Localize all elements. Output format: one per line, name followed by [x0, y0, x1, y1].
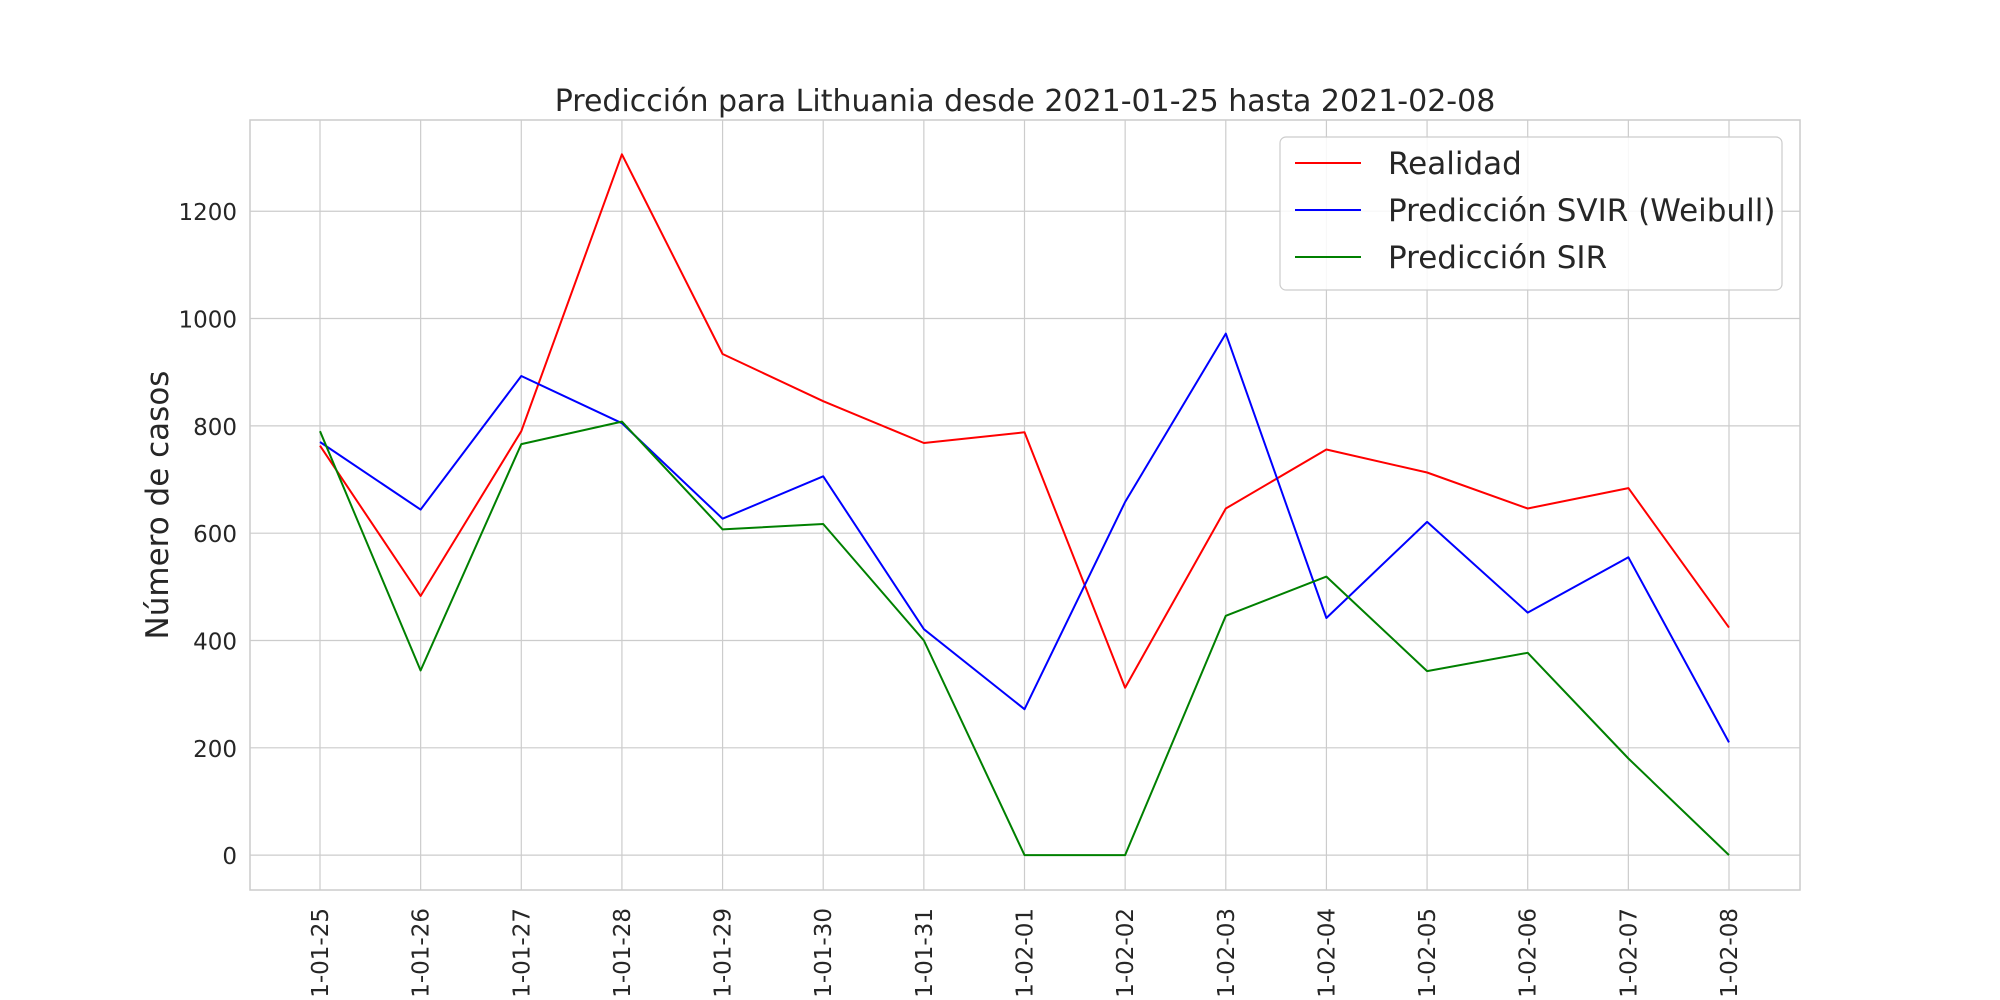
- x-tick-label: 2021-01-25: [308, 908, 334, 1000]
- chart-title: Predicción para Lithuania desde 2021-01-…: [555, 84, 1496, 119]
- x-tick-label: 2021-02-07: [1616, 908, 1642, 1000]
- y-tick-label: 800: [193, 415, 237, 441]
- y-tick-labels: 0 200 400 600 800 1000 1200: [178, 200, 237, 870]
- x-tick-label: 2021-02-08: [1717, 908, 1743, 1000]
- legend-label-1: Predicción SVIR (Weibull): [1388, 193, 1775, 229]
- series-group: [319, 153, 1730, 857]
- y-axis-label: Número de casos: [140, 371, 176, 640]
- series-line-1: [319, 332, 1730, 743]
- legend-label-2: Predicción SIR: [1388, 240, 1607, 276]
- x-tick-label: 2021-01-26: [409, 908, 435, 1000]
- y-tick-label: 200: [193, 737, 237, 763]
- x-tick-label: 2021-01-30: [811, 908, 837, 1000]
- y-tick-label: 400: [193, 629, 237, 655]
- x-tick-labels: 2021-01-25 2021-01-26 2021-01-27 2021-01-28…: [308, 908, 1743, 1000]
- x-tick-label: 2021-01-29: [711, 908, 737, 1000]
- x-tick-label: 2021-02-03: [1214, 908, 1240, 1000]
- x-tick-label: 2021-02-01: [1013, 908, 1039, 1000]
- legend-box: [1279, 136, 1783, 291]
- legend: Realidad Predicción SVIR (Weibull) Predicc…: [1279, 136, 1783, 291]
- x-tick-label: 2021-02-05: [1415, 908, 1441, 1000]
- series-line-2: [319, 420, 1730, 857]
- x-tick-label: 2021-02-04: [1314, 908, 1340, 1000]
- x-tick-label: 2021-02-06: [1516, 908, 1542, 1000]
- grid: [250, 120, 1800, 890]
- y-tick-label: 1200: [178, 200, 237, 226]
- legend-label-0: Realidad: [1388, 146, 1522, 182]
- x-tick-label: 2021-01-28: [610, 908, 636, 1000]
- y-tick-label: 0: [222, 844, 237, 870]
- plot-frame: [249, 119, 1801, 891]
- y-tick-label: 600: [193, 522, 237, 548]
- y-tick-label: 1000: [178, 308, 237, 334]
- series-line-0: [319, 153, 1730, 689]
- x-tick-label: 2021-01-27: [509, 908, 535, 1000]
- x-tick-label: 2021-02-02: [1113, 908, 1139, 1000]
- x-tick-label: 2021-01-31: [912, 908, 938, 1000]
